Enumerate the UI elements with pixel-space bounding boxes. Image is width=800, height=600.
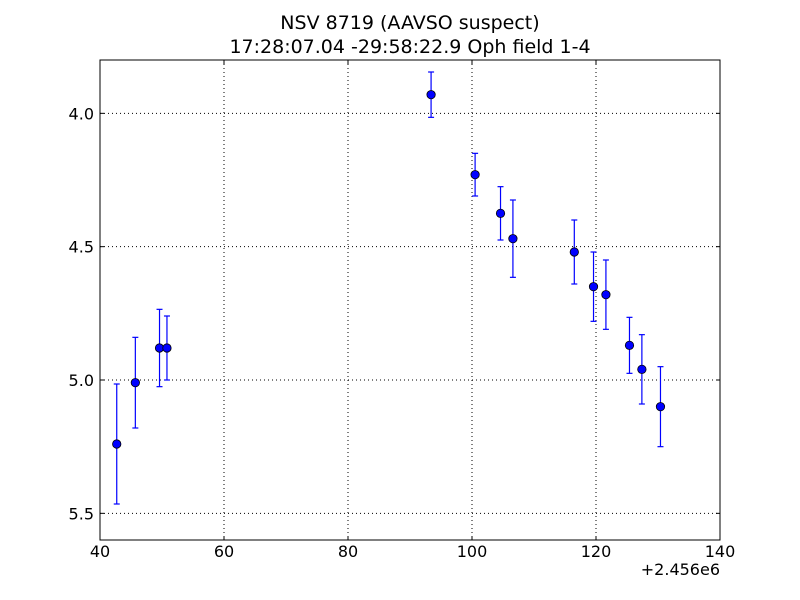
data-point	[470, 170, 480, 180]
y-tick-label: 4.5	[69, 238, 94, 257]
data-point	[569, 247, 579, 257]
x-tick-label: 120	[581, 542, 612, 561]
data-point	[112, 439, 122, 449]
chart-title: NSV 8719 (AAVSO suspect)	[280, 12, 539, 34]
y-tick-label: 4.0	[69, 104, 94, 123]
x-tick-label: 60	[214, 542, 234, 561]
grid	[100, 60, 720, 540]
data-point	[655, 402, 666, 412]
data-point	[637, 364, 647, 374]
axis-ticks: 40 60 80 100 120 140 4.0 4.5 5.0 5.5	[69, 60, 736, 561]
data-point	[130, 378, 140, 388]
x-tick-label: 140	[705, 542, 736, 561]
y-tick-label: 5.0	[69, 371, 94, 390]
x-axis-offset-label: +2.456e6	[641, 560, 720, 579]
data-point	[495, 208, 506, 218]
x-tick-label: 100	[457, 542, 488, 561]
chart-subtitle: 17:28:07.04 -29:58:22.9 Oph field 1-4	[229, 36, 590, 58]
data-point	[508, 234, 518, 244]
y-tick-label: 5.5	[69, 504, 94, 523]
data-point	[588, 282, 599, 292]
data-point	[426, 90, 436, 100]
data-points	[112, 71, 666, 505]
x-tick-label: 80	[338, 542, 358, 561]
data-point	[624, 340, 635, 350]
data-point	[601, 290, 611, 300]
data-point	[162, 343, 172, 353]
x-tick-label: 40	[90, 542, 110, 561]
plot-area	[99, 59, 721, 541]
